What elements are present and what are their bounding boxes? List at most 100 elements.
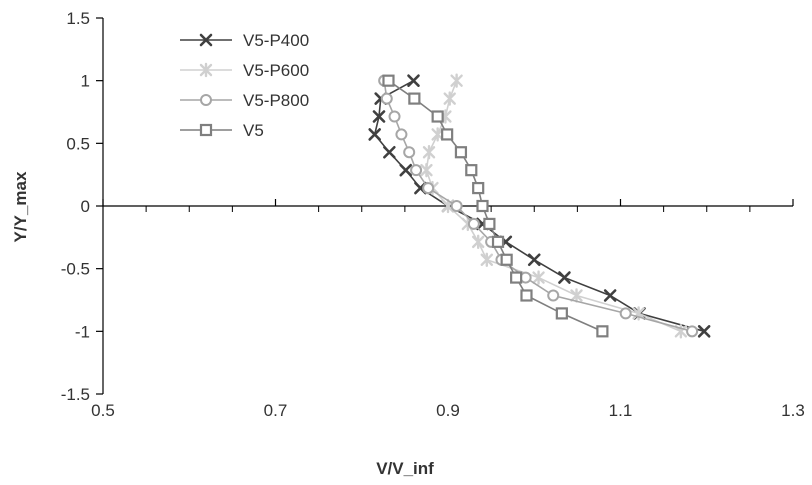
data-point	[555, 307, 568, 320]
data-point	[483, 217, 496, 231]
legend: V5-P400 V5-P600 V5-P800 V5	[180, 31, 309, 140]
x-tick-label: 0.9	[436, 401, 460, 420]
data-point	[383, 145, 396, 159]
y-tick-label: -1.5	[61, 385, 90, 404]
data-point	[491, 235, 505, 248]
legend-item-v5-p400: V5-P400	[180, 31, 309, 50]
legend-item-v5: V5	[180, 121, 264, 140]
data-point	[399, 163, 413, 177]
data-point	[382, 74, 395, 87]
marker-circle	[388, 110, 401, 123]
marker-circle	[403, 146, 416, 159]
marker-square	[441, 128, 454, 141]
marker-circle	[395, 128, 408, 141]
y-tick-label: 0	[81, 197, 90, 216]
data-point	[431, 110, 444, 123]
marker-x	[558, 271, 571, 284]
legend-label: V5	[243, 121, 264, 140]
marker-circle	[422, 182, 435, 195]
y-tick-label: 1	[81, 72, 90, 91]
data-point	[527, 253, 541, 267]
legend-label: V5-P600	[243, 61, 309, 80]
data-point	[410, 164, 423, 177]
marker-square	[510, 271, 523, 284]
data-point	[422, 145, 436, 160]
marker-asterisk	[199, 62, 213, 78]
marker-asterisk	[480, 252, 494, 267]
legend-marker	[199, 62, 213, 78]
marker-square	[431, 110, 444, 123]
data-point	[558, 271, 571, 284]
marker-x	[368, 128, 381, 141]
data-point	[454, 146, 468, 159]
data-point	[380, 92, 393, 105]
legend-marker	[199, 33, 213, 47]
data-point	[450, 73, 463, 88]
y-axis-title: Y/Y_max	[11, 171, 30, 242]
marker-square	[491, 235, 505, 248]
marker-square	[476, 199, 489, 213]
data-point	[368, 128, 381, 141]
data-point	[500, 253, 513, 266]
data-point	[686, 325, 699, 338]
marker-asterisk	[420, 162, 433, 178]
data-point	[450, 200, 463, 212]
marker-x	[603, 289, 617, 302]
data-point	[480, 252, 494, 267]
marker-circle	[686, 325, 699, 338]
legend-label: V5-P800	[243, 91, 309, 110]
legend-item-v5-p600: V5-P600	[180, 61, 309, 80]
data-point	[510, 271, 523, 284]
marker-square	[500, 253, 513, 266]
marker-asterisk	[443, 91, 456, 106]
marker-asterisk	[431, 127, 444, 142]
plot-area	[368, 73, 711, 339]
data-point	[603, 289, 617, 302]
marker-x	[399, 163, 413, 177]
data-point	[443, 91, 456, 106]
data-point	[431, 127, 444, 142]
data-point	[467, 217, 480, 230]
marker-circle	[619, 307, 632, 320]
marker-square	[454, 146, 468, 159]
data-point	[395, 128, 408, 141]
data-point	[422, 182, 435, 195]
marker-x	[697, 325, 711, 338]
marker-x	[527, 253, 541, 267]
y-tick-label: 1.5	[66, 9, 90, 28]
marker-circle	[450, 200, 463, 212]
marker-x	[407, 74, 420, 87]
x-tick-label: 0.7	[264, 401, 288, 420]
marker-asterisk	[570, 288, 583, 303]
data-point	[471, 234, 485, 250]
data-point	[697, 325, 711, 338]
data-point	[403, 146, 416, 159]
data-point	[465, 164, 478, 177]
data-point	[476, 199, 489, 213]
x-tick-label: 0.5	[91, 401, 115, 420]
data-point	[596, 325, 609, 338]
legend-label: V5-P400	[243, 31, 309, 50]
data-point	[372, 110, 386, 123]
x-tick-label: 1.1	[609, 401, 633, 420]
series-v5-p800	[378, 74, 699, 338]
y-tick-label: 0.5	[66, 134, 90, 153]
data-point	[472, 181, 485, 195]
marker-circle	[410, 164, 423, 177]
marker-asterisk	[532, 270, 545, 285]
series-v5	[382, 74, 609, 338]
marker-x	[199, 33, 213, 47]
marker-square	[199, 123, 213, 137]
marker-circle	[467, 217, 480, 230]
legend-marker	[200, 94, 212, 106]
marker-asterisk	[422, 145, 436, 160]
marker-square	[596, 325, 609, 338]
marker-square	[520, 289, 533, 302]
y-tick-label: -0.5	[61, 260, 90, 279]
marker-square	[555, 307, 568, 320]
marker-circle	[200, 94, 212, 106]
marker-square	[472, 181, 485, 195]
marker-circle	[547, 289, 560, 302]
x-tick-label: 1.3	[781, 401, 805, 420]
